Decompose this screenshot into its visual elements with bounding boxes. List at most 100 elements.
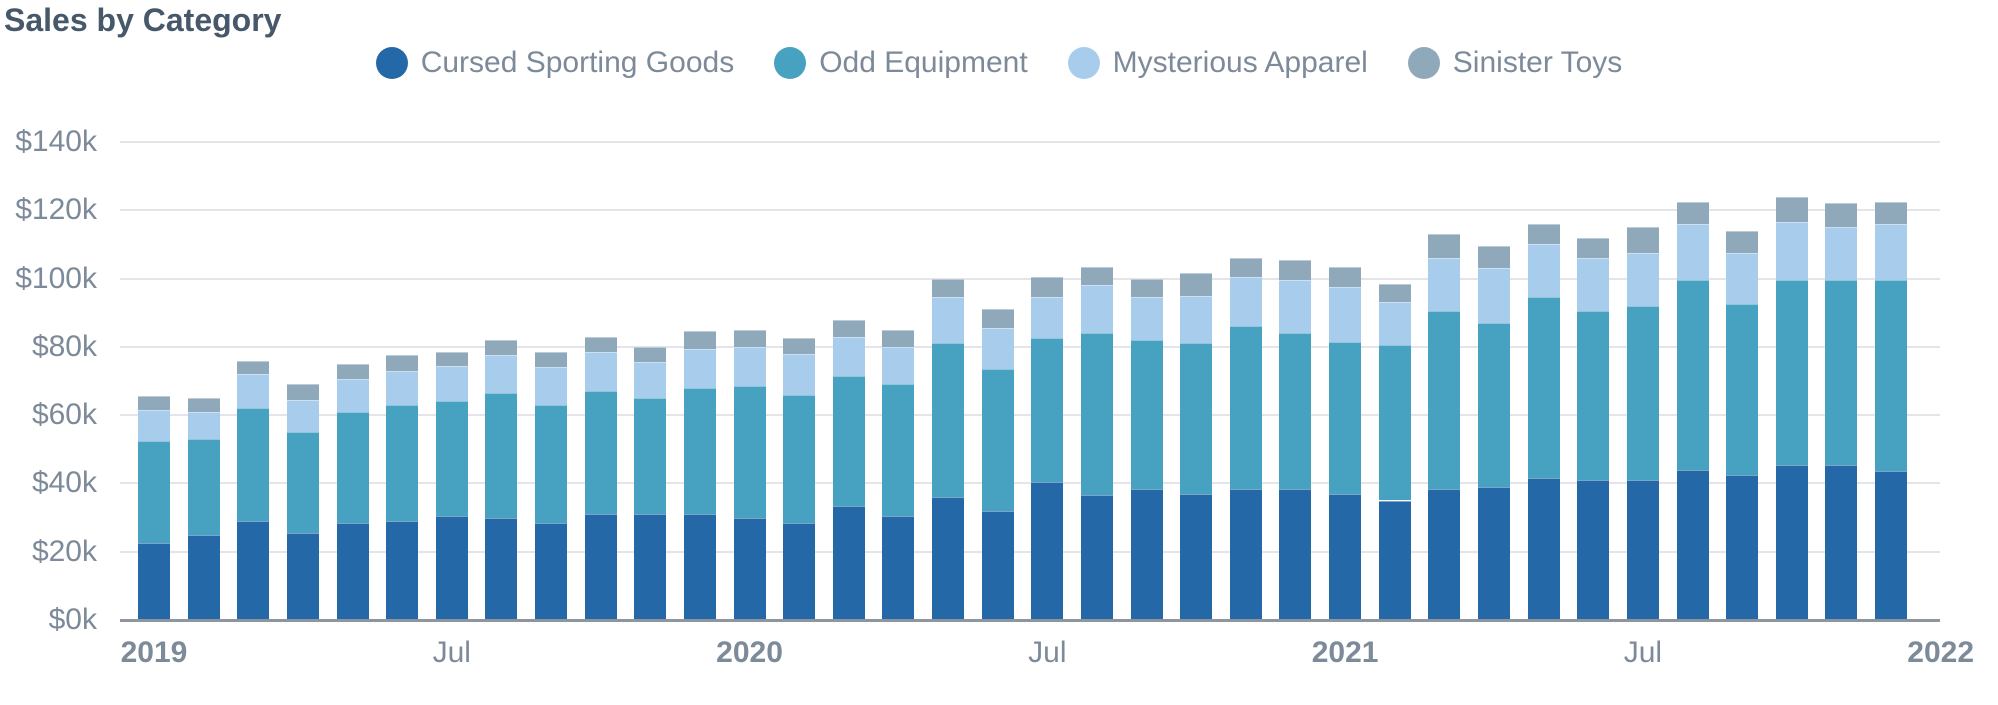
bar-segment-odd-equipment[interactable]	[733, 386, 766, 518]
bar-segment-mysterious-apparel[interactable]	[1775, 222, 1808, 281]
bar-segment-mysterious-apparel[interactable]	[386, 370, 419, 405]
bar-segment-sinister-toys[interactable]	[187, 398, 220, 412]
bar-segment-sinister-toys[interactable]	[1130, 278, 1163, 298]
bar-segment-mysterious-apparel[interactable]	[1180, 295, 1213, 344]
bar-segment-mysterious-apparel[interactable]	[237, 374, 270, 409]
bar-segment-cursed-sporting-goods[interactable]	[1378, 500, 1411, 620]
bar-jan-2020[interactable]	[733, 0, 766, 620]
bar-aug-2019[interactable]	[485, 0, 518, 620]
bar-segment-mysterious-apparel[interactable]	[138, 410, 170, 441]
bar-segment-sinister-toys[interactable]	[1031, 276, 1064, 298]
bar-segment-odd-equipment[interactable]	[1478, 322, 1510, 487]
bar-segment-odd-equipment[interactable]	[237, 408, 270, 521]
bar-segment-cursed-sporting-goods[interactable]	[1825, 464, 1858, 620]
bar-segment-cursed-sporting-goods[interactable]	[1726, 474, 1759, 620]
bar-segment-sinister-toys[interactable]	[683, 331, 716, 349]
bar-segment-sinister-toys[interactable]	[733, 329, 766, 347]
bar-segment-cursed-sporting-goods[interactable]	[634, 514, 667, 620]
bar-segment-cursed-sporting-goods[interactable]	[1875, 471, 1908, 620]
bar-segment-cursed-sporting-goods[interactable]	[584, 514, 617, 620]
bar-segment-sinister-toys[interactable]	[1428, 234, 1461, 259]
bar-segment-cursed-sporting-goods[interactable]	[1626, 480, 1659, 620]
bar-may-2019[interactable]	[336, 0, 369, 620]
bar-segment-cursed-sporting-goods[interactable]	[1478, 486, 1510, 620]
bar-jun-2020[interactable]	[981, 0, 1014, 620]
bar-sep-2021[interactable]	[1726, 0, 1759, 620]
bar-segment-sinister-toys[interactable]	[1825, 203, 1858, 228]
bar-segment-sinister-toys[interactable]	[237, 360, 270, 375]
bar-segment-sinister-toys[interactable]	[485, 340, 518, 356]
bar-segment-mysterious-apparel[interactable]	[832, 336, 865, 376]
bar-segment-sinister-toys[interactable]	[932, 278, 965, 298]
bar-segment-odd-equipment[interactable]	[1279, 333, 1312, 489]
bar-segment-sinister-toys[interactable]	[832, 319, 865, 337]
bar-segment-mysterious-apparel[interactable]	[485, 355, 518, 393]
bar-segment-odd-equipment[interactable]	[138, 440, 170, 544]
bar-segment-cursed-sporting-goods[interactable]	[1428, 488, 1461, 620]
bar-segment-cursed-sporting-goods[interactable]	[1329, 493, 1362, 620]
bar-segment-mysterious-apparel[interactable]	[435, 365, 468, 402]
legend-item-mysterious-apparel[interactable]: Mysterious Apparel	[1067, 46, 1368, 80]
bar-segment-cursed-sporting-goods[interactable]	[683, 514, 716, 620]
bar-segment-sinister-toys[interactable]	[783, 338, 816, 354]
bar-segment-sinister-toys[interactable]	[584, 336, 617, 352]
bar-segment-mysterious-apparel[interactable]	[1726, 252, 1759, 305]
bar-segment-odd-equipment[interactable]	[1130, 340, 1163, 489]
bar-nov-2021[interactable]	[1825, 0, 1858, 620]
bar-segment-sinister-toys[interactable]	[1229, 258, 1262, 277]
bar-segment-odd-equipment[interactable]	[535, 404, 568, 523]
bar-jan-2019[interactable]	[138, 0, 170, 620]
bar-segment-cursed-sporting-goods[interactable]	[1130, 488, 1163, 620]
bar-segment-odd-equipment[interactable]	[932, 343, 965, 498]
bar-segment-odd-equipment[interactable]	[386, 404, 419, 521]
bar-aug-2020[interactable]	[1080, 0, 1113, 620]
bar-dec-2019[interactable]	[683, 0, 716, 620]
bar-jan-2021[interactable]	[1329, 0, 1362, 620]
bar-dec-2021[interactable]	[1875, 0, 1908, 620]
bar-segment-mysterious-apparel[interactable]	[1527, 244, 1560, 298]
bar-apr-2019[interactable]	[286, 0, 319, 620]
bar-segment-mysterious-apparel[interactable]	[1080, 285, 1113, 334]
bar-segment-sinister-toys[interactable]	[634, 346, 667, 363]
bar-segment-mysterious-apparel[interactable]	[336, 379, 369, 412]
bar-oct-2019[interactable]	[584, 0, 617, 620]
bar-segment-sinister-toys[interactable]	[336, 363, 369, 380]
bar-dec-2020[interactable]	[1279, 0, 1312, 620]
bar-jun-2021[interactable]	[1577, 0, 1610, 620]
bar-segment-mysterious-apparel[interactable]	[1130, 297, 1163, 341]
bar-segment-odd-equipment[interactable]	[584, 391, 617, 515]
bar-segment-cursed-sporting-goods[interactable]	[832, 505, 865, 620]
bar-segment-odd-equipment[interactable]	[1825, 280, 1858, 465]
bar-may-2020[interactable]	[932, 0, 965, 620]
bar-segment-mysterious-apparel[interactable]	[286, 399, 319, 433]
legend-item-sinister-toys[interactable]: Sinister Toys	[1407, 46, 1622, 80]
bar-segment-odd-equipment[interactable]	[634, 398, 667, 515]
bar-segment-sinister-toys[interactable]	[1329, 266, 1362, 288]
bar-mar-2019[interactable]	[237, 0, 270, 620]
bar-segment-odd-equipment[interactable]	[286, 432, 319, 533]
bar-segment-mysterious-apparel[interactable]	[1031, 297, 1064, 339]
bar-segment-odd-equipment[interactable]	[435, 401, 468, 516]
bar-segment-cursed-sporting-goods[interactable]	[733, 517, 766, 620]
bar-segment-sinister-toys[interactable]	[286, 384, 319, 400]
bar-apr-2020[interactable]	[882, 0, 915, 620]
bar-segment-odd-equipment[interactable]	[1626, 305, 1659, 480]
bar-segment-cursed-sporting-goods[interactable]	[1279, 488, 1312, 620]
bar-segment-mysterious-apparel[interactable]	[1676, 223, 1709, 281]
bar-segment-cursed-sporting-goods[interactable]	[286, 532, 319, 620]
bar-segment-cursed-sporting-goods[interactable]	[237, 520, 270, 620]
bar-segment-mysterious-apparel[interactable]	[733, 346, 766, 387]
bar-segment-odd-equipment[interactable]	[1180, 343, 1213, 494]
bar-segment-mysterious-apparel[interactable]	[981, 328, 1014, 370]
bar-segment-cursed-sporting-goods[interactable]	[1527, 478, 1560, 620]
bar-segment-odd-equipment[interactable]	[1577, 311, 1610, 480]
bar-segment-cursed-sporting-goods[interactable]	[1676, 469, 1709, 620]
bar-apr-2021[interactable]	[1478, 0, 1510, 620]
bar-segment-mysterious-apparel[interactable]	[1378, 302, 1411, 346]
bar-segment-odd-equipment[interactable]	[1428, 311, 1461, 489]
bar-oct-2021[interactable]	[1775, 0, 1808, 620]
bar-segment-mysterious-apparel[interactable]	[634, 362, 667, 399]
bar-segment-cursed-sporting-goods[interactable]	[981, 510, 1014, 620]
bar-segment-cursed-sporting-goods[interactable]	[932, 497, 965, 620]
bar-segment-mysterious-apparel[interactable]	[1478, 268, 1510, 323]
